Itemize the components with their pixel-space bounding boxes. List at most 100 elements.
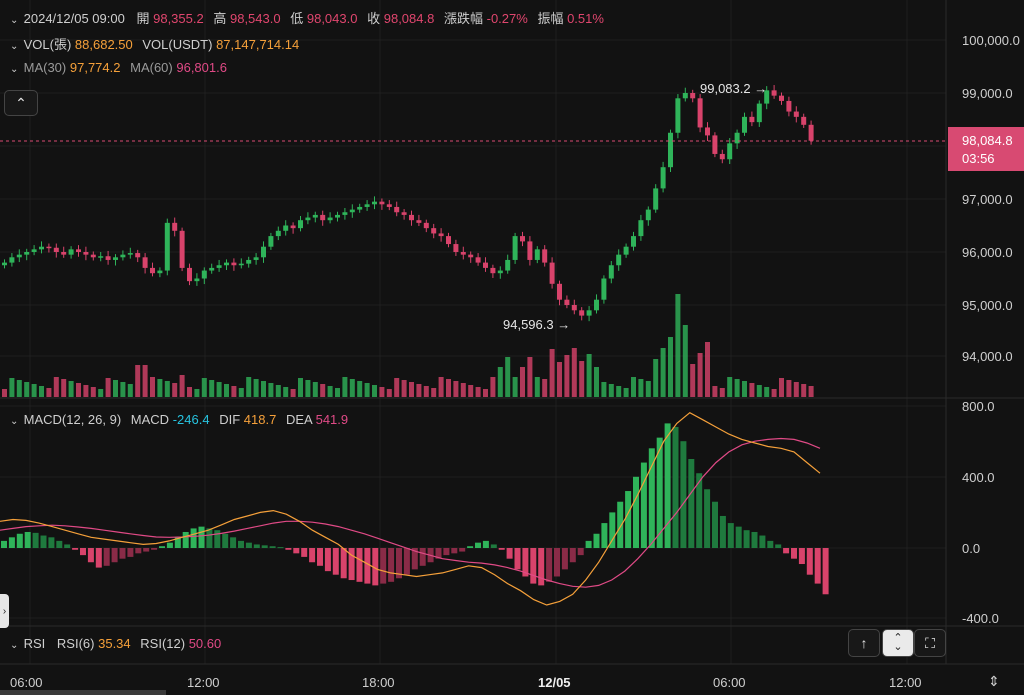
macd-bar: [151, 548, 158, 550]
candle-body: [638, 220, 644, 237]
dif-label: DIF: [219, 412, 241, 427]
candle-body: [386, 204, 392, 207]
macd-bar: [317, 548, 323, 566]
chevron-down-icon[interactable]: ⌄: [10, 640, 19, 651]
volume-bar: [793, 382, 799, 397]
macd-bar: [640, 462, 647, 548]
ma60-label: MA(60): [130, 60, 173, 75]
macd-bar: [680, 441, 687, 548]
volume-bar: [9, 378, 15, 397]
candle-body: [594, 299, 599, 311]
candle-body: [9, 257, 15, 263]
macd-bar: [585, 540, 592, 548]
volume-bar: [460, 383, 466, 397]
volume-bar: [312, 382, 318, 397]
volume-bar: [261, 381, 266, 397]
volume-bar: [631, 377, 636, 397]
candle-body: [690, 93, 696, 99]
last-price-tag: 98,084.8 03:56: [948, 127, 1024, 171]
chevron-down-icon[interactable]: ⌄: [10, 416, 19, 427]
macd-bar: [159, 546, 165, 548]
macd-bar: [419, 548, 426, 566]
macd-bar: [727, 523, 734, 548]
candle-body: [201, 270, 207, 279]
candle-body: [564, 299, 570, 305]
volume-bar: [734, 379, 740, 397]
candle-body: [113, 257, 118, 260]
scrollbar[interactable]: [0, 690, 166, 695]
volume-bar: [349, 379, 355, 397]
volume-bar: [76, 383, 81, 397]
candle-body: [320, 214, 326, 221]
volume-bar: [749, 383, 755, 397]
change-value: -0.27%: [486, 11, 528, 26]
rsi12-value: 50.60: [188, 636, 222, 651]
vertical-fit-icon[interactable]: ⇕: [988, 673, 1000, 689]
candle-body: [616, 254, 622, 266]
volume-bar: [712, 386, 718, 397]
candle-body: [401, 212, 407, 215]
macd-bar: [8, 537, 15, 548]
volume-bar: [586, 354, 592, 397]
candle-body: [727, 143, 733, 160]
candle-body: [571, 305, 577, 311]
volume-bar: [512, 377, 518, 397]
chevron-down-icon[interactable]: ⌄: [10, 15, 19, 26]
arrow-right-icon: →: [754, 81, 768, 96]
volume-bar: [364, 383, 370, 397]
expand-side-panel-button[interactable]: ›: [0, 594, 9, 628]
volume-bar: [401, 380, 407, 397]
toggle-pane-button[interactable]: ⌃ ⌄: [882, 629, 914, 657]
macd-bar: [664, 423, 671, 548]
volume-bar: [238, 388, 244, 397]
volume-bar: [394, 378, 400, 397]
chevron-right-icon: ›: [2, 605, 7, 617]
volume-bar: [187, 387, 192, 397]
candle-body: [61, 252, 67, 255]
dif-value: 418.7: [243, 412, 277, 427]
volume-bar: [98, 389, 104, 397]
macd-bar: [577, 548, 584, 556]
candle-body: [394, 206, 400, 213]
dea-label: DEA: [285, 412, 312, 427]
volume-bar: [327, 386, 333, 397]
candle-body: [557, 283, 562, 300]
macd-bar: [791, 548, 797, 559]
time-tick: 06:00: [713, 675, 746, 690]
move-pane-up-button[interactable]: ↑: [848, 629, 880, 657]
macd-bar: [506, 548, 513, 559]
candle-body: [224, 262, 229, 266]
volume-bar: [601, 382, 607, 397]
chevron-down-icon[interactable]: ⌄: [10, 41, 19, 52]
candle-body: [483, 262, 488, 268]
volume-bar: [475, 387, 481, 397]
volume-bar: [275, 385, 281, 397]
candle-body: [742, 116, 747, 133]
high-annotation: 99,083.2 →: [700, 81, 767, 96]
volume-bar: [46, 388, 52, 397]
candle-body: [734, 132, 740, 144]
collapse-indicators-button[interactable]: ⌃: [4, 90, 38, 116]
chevron-down-icon[interactable]: ⌄: [10, 64, 19, 75]
candle-body: [460, 252, 466, 255]
candle-body: [527, 241, 533, 260]
fullscreen-pane-button[interactable]: ⛶: [914, 629, 946, 657]
macd-bar: [411, 548, 418, 570]
volume-bar: [372, 385, 377, 397]
volume-bar: [520, 367, 525, 397]
candle-body: [697, 98, 703, 128]
candle-body: [275, 230, 281, 237]
macd-bar: [253, 544, 260, 548]
candle-body: [631, 236, 636, 247]
macd-bar: [475, 542, 481, 548]
volume-bar: [53, 377, 59, 397]
volume-bar: [16, 380, 22, 397]
candle-body: [793, 111, 799, 117]
volume-bar: [335, 388, 340, 397]
macd-bar: [277, 547, 284, 549]
candle-body: [409, 214, 414, 221]
candle-body: [24, 252, 30, 255]
macd-bar: [435, 548, 442, 559]
vol-value: 88,682.50: [74, 37, 133, 52]
